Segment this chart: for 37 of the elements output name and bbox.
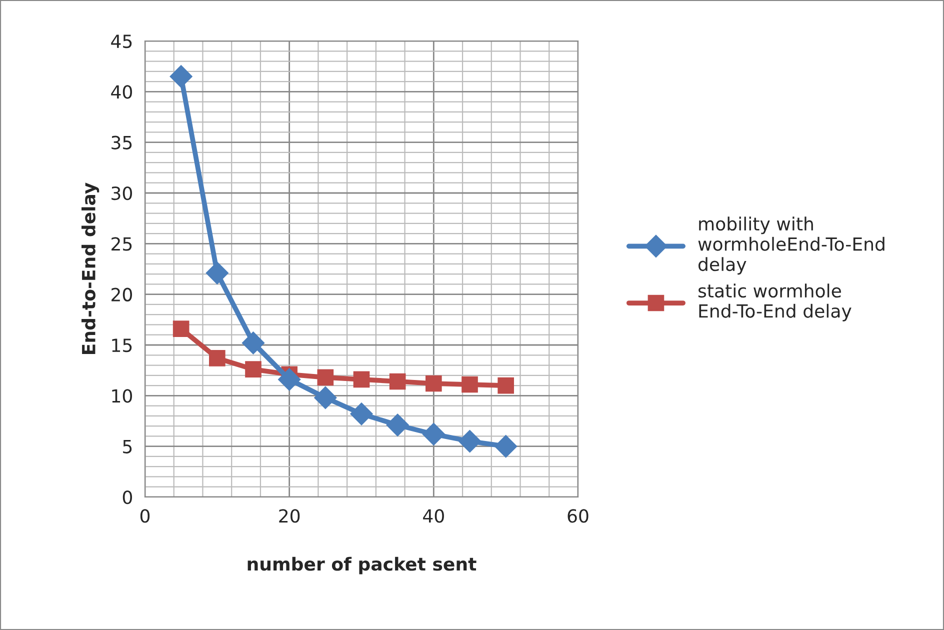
point xyxy=(494,435,518,458)
y-tick-label: 5 xyxy=(123,440,132,454)
point xyxy=(458,430,482,453)
point xyxy=(462,376,478,393)
point xyxy=(389,373,406,390)
point xyxy=(317,369,334,386)
point xyxy=(170,65,192,88)
point xyxy=(209,350,226,366)
point xyxy=(278,368,301,391)
y-tick-label: 10 xyxy=(112,389,132,403)
y-tick-label: 25 xyxy=(112,237,132,251)
x-tick-label: 40 xyxy=(423,509,444,523)
y-tick-label: 35 xyxy=(112,136,132,150)
x-axis-title: number of packet sent xyxy=(248,556,476,574)
point xyxy=(350,402,373,426)
y-tick-label: 0 xyxy=(122,490,132,504)
y-tick-label: 20 xyxy=(112,288,132,302)
point xyxy=(206,262,228,284)
point xyxy=(386,414,409,436)
y-axis-title: End-to-End delay xyxy=(81,182,100,354)
point xyxy=(172,320,190,337)
legend-label: static wormhole End-To-End delay xyxy=(698,284,852,322)
point xyxy=(245,361,262,378)
point xyxy=(426,375,442,392)
legend-label: mobility with wormholeEnd-To-End delay xyxy=(698,216,884,275)
x-tick-label: 60 xyxy=(568,509,588,523)
point xyxy=(422,422,445,446)
y-tick-label: 15 xyxy=(112,338,132,352)
point xyxy=(314,386,337,410)
y-tick-label: 30 xyxy=(112,186,132,200)
point xyxy=(242,332,265,354)
point xyxy=(353,371,370,388)
point xyxy=(498,377,514,394)
x-tick-label: 20 xyxy=(279,509,300,523)
x-tick-label: 0 xyxy=(140,509,150,523)
y-tick-label: 40 xyxy=(111,85,132,99)
y-tick-label: 45 xyxy=(111,34,132,48)
